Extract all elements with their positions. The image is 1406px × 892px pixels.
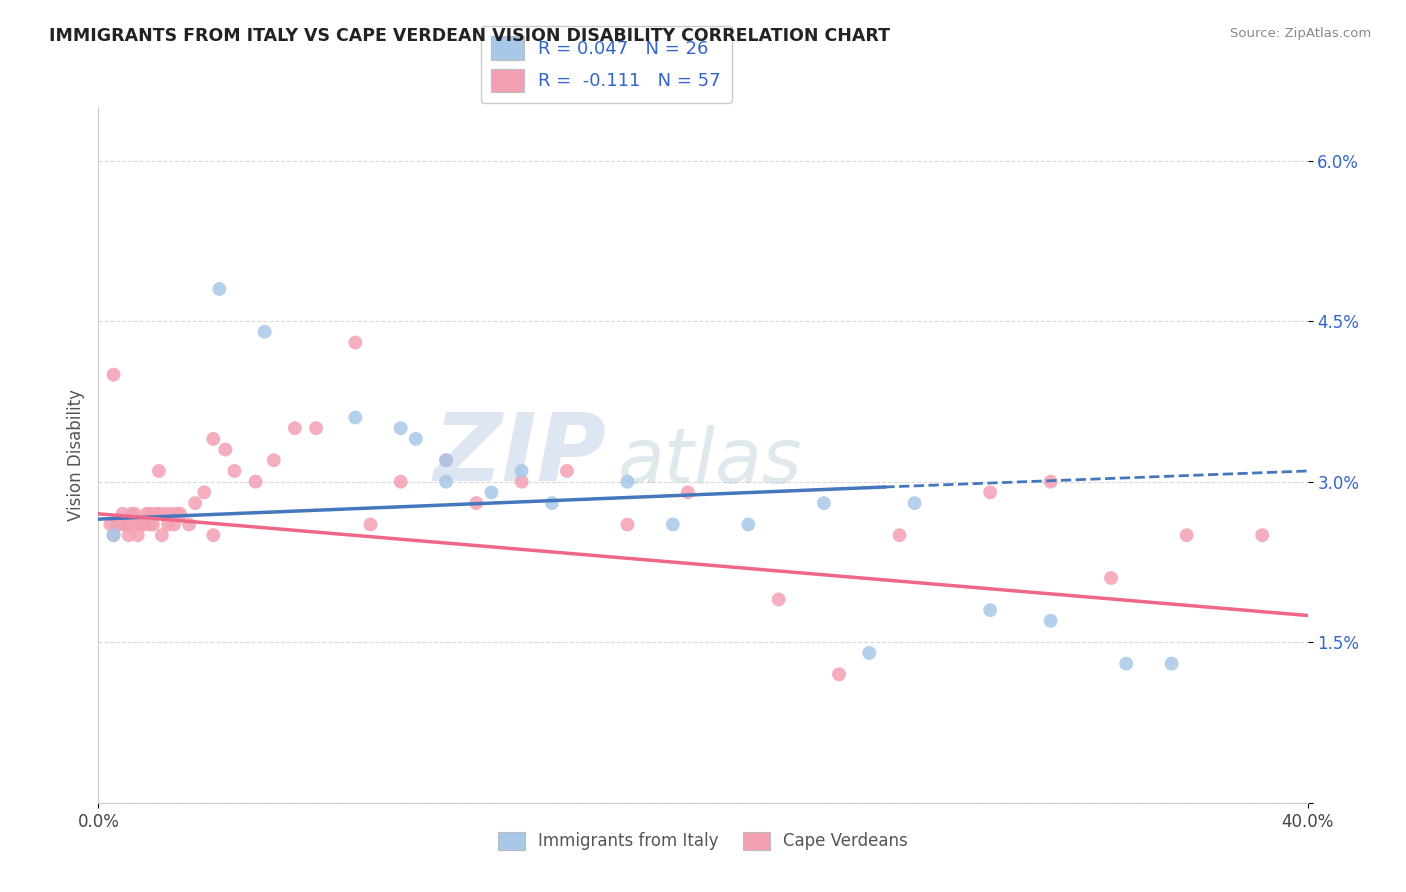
Point — [979, 485, 1001, 500]
Text: atlas: atlas — [619, 425, 803, 499]
Point — [1160, 657, 1182, 671]
Point — [179, 517, 201, 532]
Point — [108, 517, 131, 532]
Point — [150, 528, 173, 542]
Point — [305, 421, 328, 435]
Point — [540, 496, 562, 510]
Point — [105, 517, 128, 532]
Point — [145, 507, 167, 521]
Point — [1251, 528, 1274, 542]
Point — [768, 592, 790, 607]
Point — [103, 528, 125, 542]
Point — [103, 368, 125, 382]
Point — [132, 517, 155, 532]
Point — [360, 517, 382, 532]
Text: Source: ZipAtlas.com: Source: ZipAtlas.com — [1230, 27, 1371, 40]
Point — [118, 528, 141, 542]
Point — [510, 475, 533, 489]
Point — [245, 475, 267, 489]
Point — [813, 496, 835, 510]
Point — [163, 517, 186, 532]
Point — [904, 496, 927, 510]
Point — [555, 464, 578, 478]
Point — [389, 421, 412, 435]
Point — [465, 496, 488, 510]
Point — [1039, 614, 1062, 628]
Point — [858, 646, 880, 660]
Point — [184, 496, 207, 510]
Point — [103, 528, 125, 542]
Point — [202, 528, 225, 542]
Point — [434, 475, 457, 489]
Text: IMMIGRANTS FROM ITALY VS CAPE VERDEAN VISION DISABILITY CORRELATION CHART: IMMIGRANTS FROM ITALY VS CAPE VERDEAN VI… — [49, 27, 890, 45]
Point — [118, 517, 141, 532]
Point — [737, 517, 759, 532]
Point — [127, 517, 149, 532]
Point — [616, 475, 638, 489]
Point — [405, 432, 427, 446]
Point — [1175, 528, 1198, 542]
Point — [166, 507, 188, 521]
Point — [193, 485, 215, 500]
Point — [616, 517, 638, 532]
Point — [114, 517, 136, 532]
Text: ZIP: ZIP — [433, 409, 606, 501]
Point — [139, 517, 162, 532]
Point — [253, 325, 276, 339]
Point — [889, 528, 911, 542]
Point — [135, 507, 157, 521]
Point — [434, 453, 457, 467]
Point — [127, 528, 149, 542]
Point — [214, 442, 236, 457]
Point — [148, 507, 170, 521]
Point — [169, 507, 191, 521]
Point — [1039, 475, 1062, 489]
Point — [160, 507, 183, 521]
Point — [979, 603, 1001, 617]
Point — [156, 517, 179, 532]
Point — [224, 464, 246, 478]
Point — [389, 475, 412, 489]
Point — [129, 517, 152, 532]
Point — [434, 453, 457, 467]
Point — [202, 432, 225, 446]
Point — [661, 517, 683, 532]
Point — [153, 507, 176, 521]
Point — [284, 421, 307, 435]
Y-axis label: Vision Disability: Vision Disability — [66, 389, 84, 521]
Point — [148, 464, 170, 478]
Point — [263, 453, 285, 467]
Point — [1099, 571, 1122, 585]
Point — [344, 335, 367, 350]
Point — [481, 485, 503, 500]
Point — [828, 667, 851, 681]
Point — [139, 507, 162, 521]
Point — [510, 464, 533, 478]
Point — [100, 517, 122, 532]
Point — [111, 507, 134, 521]
Point — [344, 410, 367, 425]
Point — [676, 485, 699, 500]
Point — [1115, 657, 1137, 671]
Point — [142, 517, 165, 532]
Legend: Immigrants from Italy, Cape Verdeans: Immigrants from Italy, Cape Verdeans — [491, 825, 915, 857]
Point — [124, 507, 146, 521]
Point — [121, 507, 143, 521]
Point — [208, 282, 231, 296]
